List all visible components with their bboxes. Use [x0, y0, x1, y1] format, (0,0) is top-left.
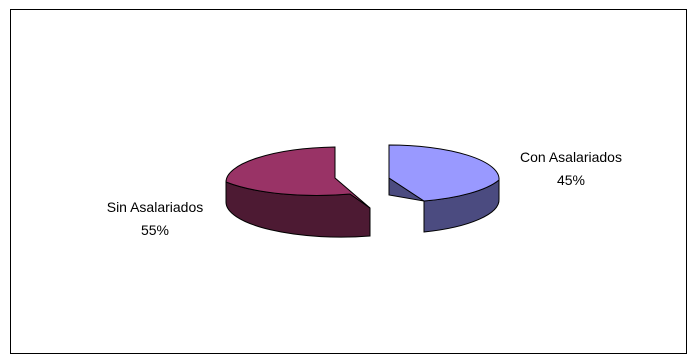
label-sin-asalariados: Sin Asalariados	[107, 199, 204, 215]
slice-sin-asalariados-top	[225, 146, 371, 209]
label-con-asalariados: Con Asalariados	[520, 149, 622, 165]
pie-slice-sin-asalariados	[225, 146, 371, 238]
chart-frame	[10, 9, 687, 354]
percent-sin-asalariados: 55%	[141, 222, 169, 238]
pie-slice-con-asalariados	[388, 144, 500, 233]
percent-con-asalariados: 45%	[557, 172, 585, 188]
slice-con-asalariados-top	[388, 144, 500, 202]
